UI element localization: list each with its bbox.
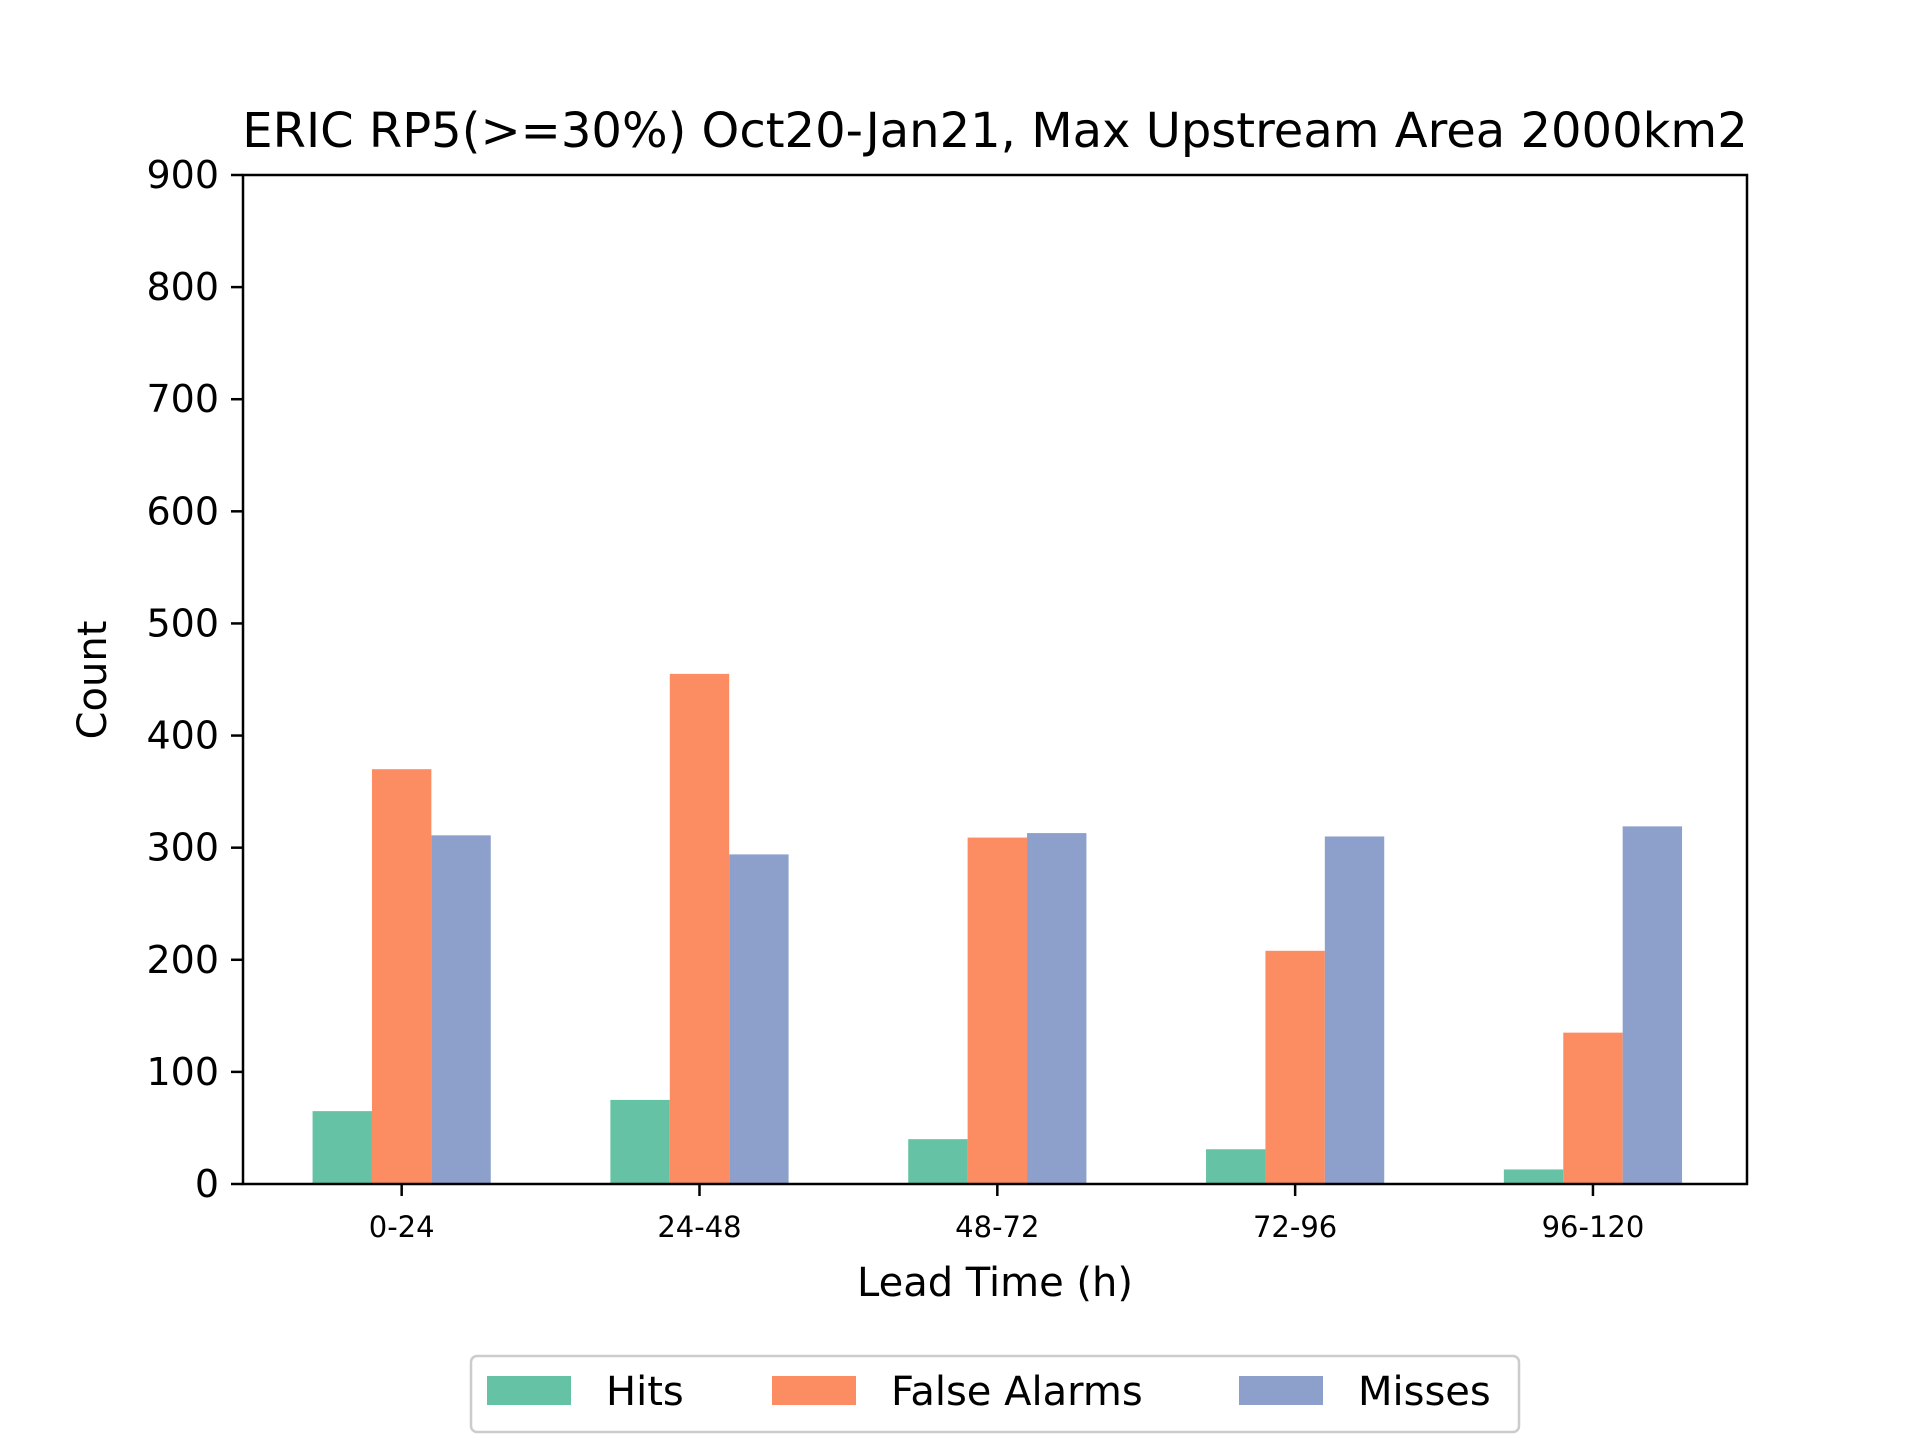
legend-swatch-false-alarms <box>772 1376 856 1405</box>
legend: Hits False Alarms Misses <box>469 1354 1521 1434</box>
x-tick-label: 48-72 <box>955 1210 1039 1244</box>
legend-items: Hits False Alarms Misses <box>487 1369 1491 1415</box>
y-tick-label: 300 <box>146 826 219 870</box>
x-tick-label: 0-24 <box>369 1210 435 1244</box>
legend-label-misses: Misses <box>1358 1369 1491 1415</box>
legend-swatch-hits <box>487 1376 571 1405</box>
legend-swatch-misses <box>1239 1376 1323 1405</box>
y-tick-label: 200 <box>146 938 219 982</box>
x-axis-label: Lead Time (h) <box>857 1260 1133 1306</box>
y-axis-label: Count <box>70 621 116 740</box>
bar-false-alarms-0-24 <box>371 769 432 1184</box>
legend-frame <box>469 1354 1521 1434</box>
x-tick-label: 96-120 <box>1542 1210 1645 1244</box>
y-tick-label: 500 <box>146 601 219 645</box>
y-tick-label: 900 <box>146 153 219 197</box>
plot-frame <box>241 173 1749 1186</box>
bar-false-alarms-24-48 <box>669 673 730 1184</box>
y-tick-label: 600 <box>146 489 219 533</box>
x-axis-ticks: 0-24 24-48 48-72 72-96 96-120 <box>369 1184 1645 1244</box>
bar-hits-72-96 <box>1206 1149 1266 1184</box>
y-tick-label: 800 <box>146 265 219 309</box>
bar-misses-96-120 <box>1622 826 1683 1184</box>
legend-label-hits: Hits <box>606 1369 684 1415</box>
bars-layer <box>312 673 1683 1184</box>
y-tick-label: 100 <box>146 1050 219 1094</box>
y-tick-label: 0 <box>195 1162 219 1206</box>
bar-hits-0-24 <box>312 1111 372 1184</box>
bar-hits-96-120 <box>1503 1169 1564 1184</box>
y-axis-ticks: 0 100 200 300 400 500 600 700 800 900 <box>146 153 243 1206</box>
x-tick-label: 72-96 <box>1253 1210 1337 1244</box>
chart-title: ERIC RP5(>=30%) Oct20-Jan21, Max Upstrea… <box>242 103 1747 159</box>
bar-hits-24-48 <box>610 1099 670 1184</box>
bar-false-alarms-48-72 <box>967 837 1028 1184</box>
bar-hits-48-72 <box>908 1139 968 1184</box>
bar-misses-72-96 <box>1324 836 1385 1184</box>
bar-false-alarms-96-120 <box>1563 1032 1623 1184</box>
bar-misses-0-24 <box>431 835 491 1184</box>
bar-misses-48-72 <box>1027 833 1087 1184</box>
y-tick-label: 700 <box>146 377 219 421</box>
y-tick-label: 400 <box>146 714 219 758</box>
bar-misses-24-48 <box>729 854 789 1184</box>
x-tick-label: 24-48 <box>657 1210 741 1244</box>
legend-label-false-alarms: False Alarms <box>891 1369 1143 1415</box>
bar-false-alarms-72-96 <box>1265 950 1325 1184</box>
